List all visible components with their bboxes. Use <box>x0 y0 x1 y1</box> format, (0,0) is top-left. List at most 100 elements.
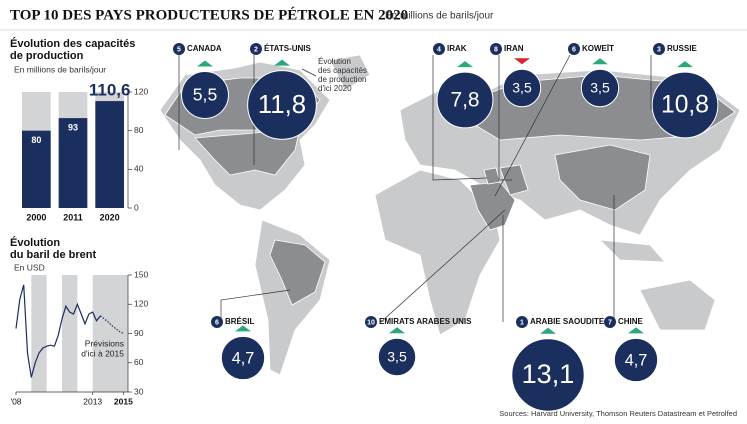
rank-badge <box>490 43 502 55</box>
trend-arrow <box>235 325 251 332</box>
rank-badge <box>173 43 185 55</box>
country-name: CANADA <box>187 44 222 53</box>
rank-badge <box>433 43 445 55</box>
title: TOP 10 DES PAYS PRODUCTEURS DE PÉTROLE E… <box>10 6 408 23</box>
annotation-line: Évolution <box>318 57 351 66</box>
y-tick-label: 60 <box>134 357 144 367</box>
rank-badge <box>365 316 377 328</box>
rank-badge <box>250 43 262 55</box>
chart-title: de production <box>10 50 84 62</box>
line-series <box>100 315 124 335</box>
bubble <box>436 71 494 129</box>
bubble-label: 11,8 <box>258 91 306 119</box>
bubble <box>181 71 229 119</box>
y-tick-label: 120 <box>134 299 148 309</box>
trend-arrow <box>514 58 530 65</box>
x-tick-label: 2020 <box>100 212 120 222</box>
trend-arrow <box>592 58 608 65</box>
subtitle: En millions de barils/jour <box>385 11 494 22</box>
y-tick-label: 30 <box>134 386 144 396</box>
bubble-label: 10,8 <box>661 92 709 119</box>
bubble-label: 4,7 <box>625 351 648 369</box>
pointer <box>498 55 512 181</box>
trend-arrow <box>274 59 290 66</box>
shaded-band <box>31 275 47 392</box>
country-name: CHINE <box>618 317 644 326</box>
bubble <box>651 71 719 139</box>
bubble-label: 13,1 <box>522 358 575 389</box>
australia <box>639 279 716 331</box>
trend-arrow <box>677 61 693 68</box>
iraq <box>483 167 501 185</box>
rank: 5 <box>177 46 181 53</box>
trend-arrow <box>540 327 556 334</box>
country-name: EMIRATS ARABES UNIS <box>379 317 472 326</box>
trend-arrow <box>197 60 213 67</box>
pointer <box>494 54 571 197</box>
annotation-arrow <box>301 68 317 77</box>
pointer <box>432 55 488 181</box>
rank: 8 <box>494 46 498 53</box>
annotation-line: des capacités <box>318 66 367 75</box>
bubble-label: 3,5 <box>387 349 407 365</box>
chart-title: du baril de brent <box>10 249 97 261</box>
brazil <box>269 239 326 306</box>
bubble-label: 3,5 <box>512 80 532 96</box>
country-name: KOWEÏT <box>582 44 614 53</box>
bubble <box>511 338 585 412</box>
bar <box>22 130 51 208</box>
rank-badge <box>653 43 665 55</box>
bubble <box>613 337 659 383</box>
country-name: ÉTATS-UNIS <box>264 44 311 53</box>
iran <box>499 164 529 196</box>
bubble-label: 5,5 <box>193 85 218 105</box>
x-tick-label: 2011 <box>63 212 83 222</box>
rank: 10 <box>367 319 375 326</box>
value-label: 93 <box>68 122 78 132</box>
bubble <box>502 68 542 108</box>
greenland <box>329 54 371 91</box>
x-tick-label: 2013 <box>83 396 102 406</box>
annotation-line: d'ici 2020 <box>318 84 352 93</box>
rank-badge <box>516 316 528 328</box>
bar <box>95 101 124 208</box>
x-tick-label: 2015 <box>114 396 133 406</box>
annotation: d'ici à 2015 <box>81 348 124 358</box>
shaded-band <box>62 275 78 392</box>
bubble <box>220 335 266 381</box>
y-tick-label: 80 <box>134 125 144 135</box>
y-tick-label: 150 <box>134 269 148 279</box>
trend-arrow <box>389 327 405 334</box>
y-tick-label: 40 <box>134 164 144 174</box>
rank: 6 <box>572 46 576 53</box>
trend-arrow <box>628 327 644 334</box>
annotation: Évolution des capacités de production d'… <box>301 57 367 93</box>
country-name: RUSSIE <box>667 44 697 53</box>
value-label: 110,6 <box>89 81 131 100</box>
bubble <box>247 70 317 140</box>
pointer-lines <box>178 54 652 323</box>
chart-title: Évolution des capacités <box>10 37 135 50</box>
annotation: Prévisions <box>85 338 124 348</box>
pointer <box>380 209 506 323</box>
bubble-label: 4,7 <box>232 349 255 367</box>
y-tick-label: 90 <box>134 328 144 338</box>
bubble <box>580 68 620 108</box>
china <box>554 144 651 211</box>
rank: 2 <box>254 46 258 53</box>
source: Sources: Harvard University, Thomson Reu… <box>499 409 737 418</box>
trend-arrow <box>457 61 473 68</box>
rank: 1 <box>520 319 524 326</box>
rank: 6 <box>215 319 219 326</box>
country-name: ARABIE SAOUDITE <box>530 317 605 326</box>
bubble-label: 7,8 <box>450 89 479 112</box>
x-tick-label: '08 <box>10 396 21 406</box>
rank: 7 <box>608 319 612 326</box>
chart-subtitle: En millions de barils/jour <box>14 64 106 74</box>
value-label: 80 <box>31 135 41 145</box>
rank: 3 <box>657 46 661 53</box>
pointer <box>220 289 291 322</box>
bubble-label: 3,5 <box>590 80 610 96</box>
indonesia <box>598 239 666 263</box>
